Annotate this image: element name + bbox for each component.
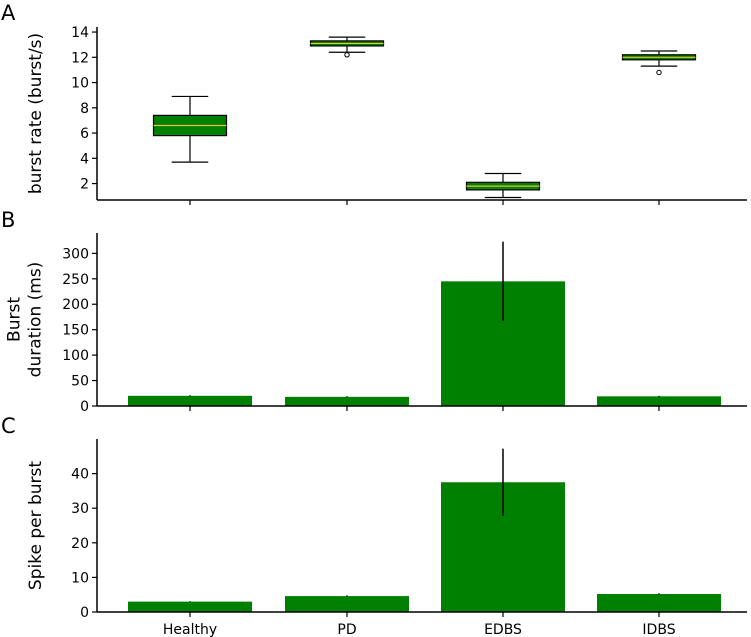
bar-pd [285, 596, 409, 612]
panel-b-bar-chart: B 0 50 100 150 200 250 300 Burst duration (ms) [1, 208, 747, 415]
bar-healthy [128, 395, 252, 406]
y-tick-label: 30 [71, 501, 89, 517]
y-tick-label: 8 [80, 101, 89, 117]
panel-letter: C [1, 414, 16, 438]
x-tick-label-edbs: EDBS [484, 622, 522, 637]
y-tick-label: 50 [71, 374, 89, 390]
x-tick-label-idbs: IDBS [642, 622, 675, 637]
x-tick-label-healthy: Healthy [163, 622, 217, 637]
bar-healthy [128, 601, 252, 612]
y-tick-label: 200 [62, 297, 89, 313]
y-axis-label: burst rate (burst/s) [26, 33, 46, 194]
y-tick-label: 100 [62, 348, 89, 364]
y-tick-label: 20 [71, 536, 89, 552]
outlier-pd [344, 52, 350, 58]
x-tick-label-pd: PD [337, 622, 356, 637]
y-tick-label: 14 [71, 25, 89, 41]
y-tick-label: 12 [71, 50, 89, 66]
bar-idbs [597, 594, 721, 612]
panel-c-bar-chart: C 0 10 20 30 40 Healthy PD EDBS IDBS Spike per bur… [1, 414, 747, 637]
y-tick-label: 250 [62, 272, 89, 288]
panel-letter: A [1, 1, 16, 25]
y-tick-label: 0 [80, 605, 89, 621]
y-axis-label-line: duration (ms) [26, 262, 46, 378]
y-tick-label: 10 [71, 76, 89, 92]
y-tick-label: 40 [71, 467, 89, 483]
bar-idbs [597, 396, 721, 406]
panel-letter: B [1, 208, 15, 232]
bar-pd [285, 396, 409, 406]
y-tick-label: 300 [62, 246, 89, 262]
y-tick-label: 10 [71, 570, 89, 586]
y-axis-label-line: Burst [5, 297, 25, 342]
panel-a-box-plot: A 2 4 6 8 10 12 14 burst rate (burst/s) [1, 1, 747, 205]
y-axis-label: Spike per burst [26, 461, 46, 590]
outlier-idbs [656, 69, 662, 76]
y-tick-label: 6 [80, 126, 89, 142]
y-tick-label: 150 [62, 323, 89, 339]
y-tick-label: 4 [80, 151, 89, 167]
y-tick-label: 0 [80, 399, 89, 415]
y-tick-label: 2 [80, 177, 89, 193]
